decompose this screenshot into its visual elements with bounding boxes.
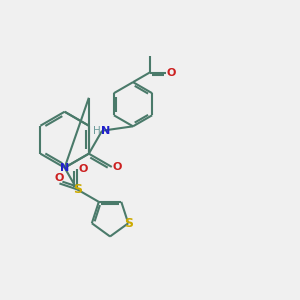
Text: S: S	[124, 217, 133, 230]
Text: N: N	[101, 126, 110, 136]
Text: O: O	[167, 68, 176, 78]
Text: N: N	[60, 163, 69, 173]
Text: O: O	[78, 164, 88, 174]
Text: S: S	[73, 183, 82, 196]
Text: O: O	[112, 162, 122, 172]
Text: O: O	[55, 172, 64, 183]
Text: H: H	[93, 126, 101, 136]
